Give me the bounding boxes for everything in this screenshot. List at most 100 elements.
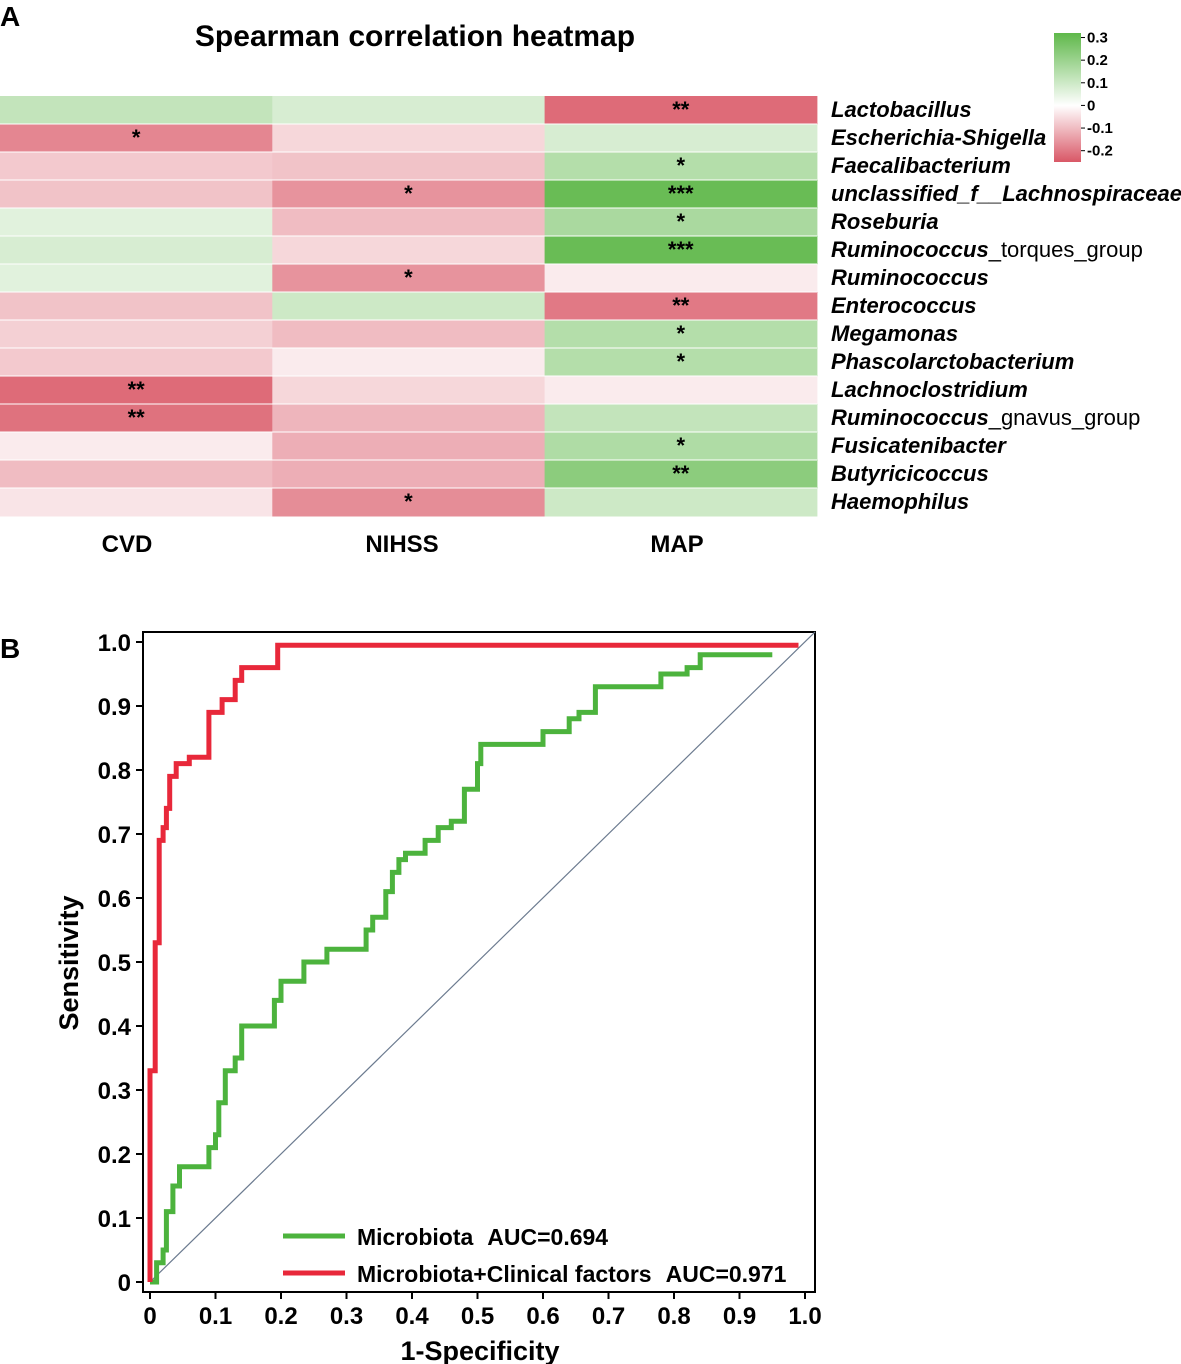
y-tick-label: 0.2 — [98, 1142, 131, 1169]
row-label: Escherichia-Shigella — [831, 125, 1046, 150]
heatmap-cell — [272, 208, 546, 237]
significance-stars: * — [404, 265, 413, 290]
heatmap-cell — [544, 236, 818, 265]
heatmap-cell — [544, 488, 818, 517]
significance-stars: * — [404, 181, 413, 206]
heatmap-row-labels: Lactobacillus Escherichia-Shigella Faecali… — [831, 97, 1181, 514]
heatmap-cell — [0, 208, 273, 237]
column-label: MAP — [650, 531, 703, 558]
row-label-genus: Fusicatenibacter — [831, 433, 1007, 458]
heatmap-cell — [0, 348, 273, 377]
heatmap-cell — [0, 432, 273, 461]
significance-stars: * — [132, 125, 141, 150]
y-tick-label: 0.1 — [98, 1206, 131, 1233]
significance-stars: ** — [128, 377, 146, 402]
x-tick-label: 0.8 — [657, 1303, 690, 1330]
row-label-genus: Lachnoclostridium — [831, 377, 1028, 402]
heatmap-cell — [544, 432, 818, 461]
significance-stars: *** — [668, 237, 694, 262]
y-tick-label: 0.3 — [98, 1078, 131, 1105]
roc-lines — [147, 642, 799, 1285]
row-label-genus: Phascolarctobacterium — [831, 349, 1074, 374]
significance-stars: ** — [672, 293, 690, 318]
legend-series-name: Microbiota — [357, 1224, 473, 1250]
x-tick-label: 0.5 — [461, 1303, 494, 1330]
legend-auc: AUC=0.971 — [666, 1261, 787, 1287]
heatmap-cell — [272, 180, 546, 209]
row-label: Ruminococcus_torques_group — [831, 237, 1143, 262]
legend-entry: Microbiota AUC=0.694 — [357, 1224, 608, 1250]
legend-series-name: Microbiota+Clinical factors — [357, 1261, 652, 1287]
heatmap-cell — [544, 208, 818, 237]
significance-stars: * — [676, 349, 685, 374]
heatmap-stars: ***** ******************** — [128, 97, 694, 514]
row-label: Roseburia — [831, 209, 939, 234]
legend-entry: Microbiota+Clinical factors AUC=0.971 — [357, 1261, 787, 1287]
heatmap-cell — [544, 264, 818, 293]
colorbar: 0.3 0.2 0.1 0 -0.1 -0.2 — [1054, 30, 1113, 162]
colorbar-tick-label: 0 — [1087, 97, 1095, 114]
significance-stars: * — [676, 209, 685, 234]
row-label: Lactobacillus — [831, 97, 972, 122]
heatmap-cell — [0, 124, 273, 153]
heatmap-cell — [544, 404, 818, 433]
x-tick-label: 0.1 — [199, 1303, 232, 1330]
heatmap-cell — [272, 404, 546, 433]
heatmap-cell — [544, 124, 818, 153]
heatmap-cell — [0, 96, 273, 125]
row-label-suffix: _gnavus_group — [988, 405, 1141, 430]
colorbar-tick-label: -0.2 — [1087, 143, 1113, 160]
heatmap-title: Spearman correlation heatmap — [195, 20, 635, 53]
x-tick-label: 0.3 — [330, 1303, 363, 1330]
heatmap-cell — [0, 320, 273, 349]
heatmap-cell — [544, 292, 818, 321]
y-tick-label: 0.4 — [98, 1014, 132, 1041]
row-label: Enterococcus — [831, 293, 977, 318]
colorbar-tick-label: -0.1 — [1087, 120, 1113, 137]
heatmap-cell — [0, 264, 273, 293]
row-label: Megamonas — [831, 321, 958, 346]
row-label-genus: Ruminococcus — [831, 265, 989, 290]
significance-stars: ** — [672, 97, 690, 122]
x-tick-label: 0.9 — [723, 1303, 756, 1330]
legend-auc: AUC=0.694 — [487, 1224, 608, 1250]
row-label: Fusicatenibacter — [831, 433, 1007, 458]
row-label: unclassified_f__Lachnospiraceae — [831, 181, 1181, 206]
y-tick-label: 1.0 — [98, 630, 131, 657]
row-label: Ruminococcus_gnavus_group — [831, 405, 1140, 430]
panel-a-label: A — [0, 1, 20, 32]
roc-curve — [147, 642, 799, 1282]
heatmap-cell — [544, 180, 818, 209]
row-label-genus: Ruminococcus — [831, 237, 989, 262]
heatmap-col-labels: CVD NIHSS MAP — [102, 531, 704, 558]
row-label: Butyricicoccus — [831, 461, 989, 486]
heatmap-cell — [272, 292, 546, 321]
heatmap-cell — [272, 96, 546, 125]
x-tick-label: 0.7 — [592, 1303, 625, 1330]
heatmap-cell — [544, 376, 818, 405]
roc-axes: 0 0.1 0.2 0.3 0.4 0.5 0.6 0.7 0.8 0.9 1.0 0 0.1 0.2 0.… — [98, 630, 822, 1330]
row-label: Haemophilus — [831, 489, 969, 514]
heatmap-cell — [272, 124, 546, 153]
roc-x-axis-label: 1-Specificity — [400, 1336, 559, 1364]
heatmap-cell — [272, 236, 546, 265]
y-tick-label: 0.8 — [98, 758, 131, 785]
significance-stars: * — [676, 321, 685, 346]
row-label: Lachnoclostridium — [831, 377, 1028, 402]
row-label-genus: Enterococcus — [831, 293, 977, 318]
heatmap-cell — [0, 488, 273, 517]
heatmap-cell — [0, 180, 273, 209]
reference-diagonal — [149, 631, 816, 1283]
roc-legend: Microbiota AUC=0.694 Microbiota+Clinical f… — [283, 1224, 787, 1287]
significance-stars: ** — [672, 461, 690, 486]
row-label: Faecalibacterium — [831, 153, 1011, 178]
heatmap-cell — [272, 488, 546, 517]
y-tick-label: 0.7 — [98, 822, 131, 849]
y-tick-label: 0.9 — [98, 694, 131, 721]
row-label-genus: Ruminococcus — [831, 405, 989, 430]
y-tick-label: 0.5 — [98, 950, 131, 977]
significance-stars: * — [404, 489, 413, 514]
heatmap-cell — [272, 320, 546, 349]
heatmap-cell — [272, 152, 546, 181]
y-tick-label: 0.6 — [98, 886, 131, 913]
